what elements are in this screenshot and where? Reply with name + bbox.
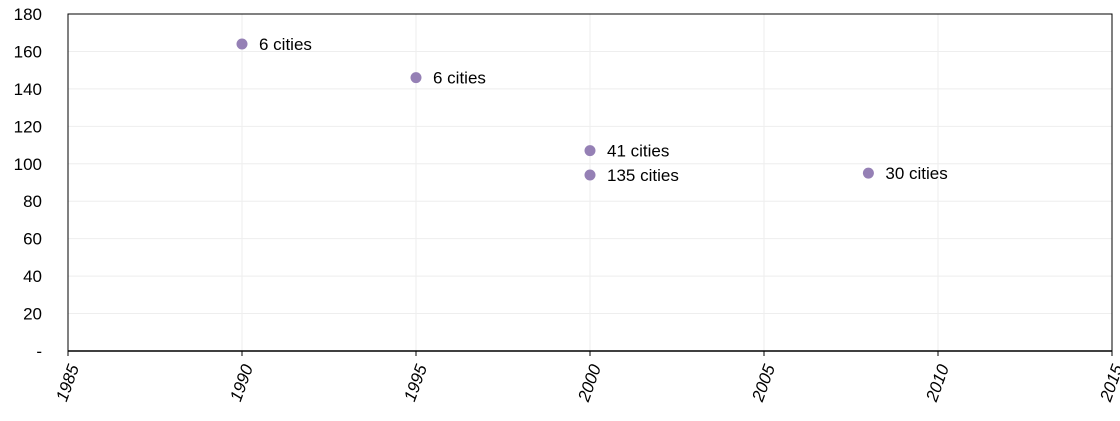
x-tick-label: 1995: [400, 361, 431, 404]
x-tick-label: 2005: [748, 361, 779, 404]
axes: [67, 13, 1113, 356]
x-tick-label: 2000: [574, 361, 605, 404]
y-tick-label: 160: [14, 42, 42, 61]
data-label: 135 cities: [607, 166, 679, 185]
y-tick-label: 40: [23, 267, 42, 286]
y-tick-label: 100: [14, 155, 42, 174]
y-tick-label: 80: [23, 192, 42, 211]
gridlines: [67, 13, 1113, 352]
y-tick-label: 60: [23, 230, 42, 249]
data-label: 41 cities: [607, 142, 669, 161]
x-tick-label: 2010: [922, 361, 953, 404]
data-point: [410, 72, 422, 84]
x-tick-label: 1990: [226, 361, 257, 404]
x-tick-label: 2015: [1096, 361, 1120, 404]
y-tick-label: 140: [14, 80, 42, 99]
data-label: 30 cities: [885, 164, 947, 183]
tick-labels: 1985 1990 1995 2000 2005 2010 2015 - 20 40 60 80 100…: [14, 5, 1120, 405]
y-tick-label: 20: [23, 305, 42, 324]
data-point: [236, 38, 248, 50]
data-point: [584, 169, 596, 181]
y-tick-label: 120: [14, 117, 42, 136]
data-label: 6 cities: [433, 69, 486, 88]
data-points: [236, 38, 874, 181]
data-labels: 6 cities 6 cities 41 cities 135 cities 30 ci…: [259, 35, 948, 185]
y-tick-label: -: [36, 342, 42, 361]
data-point: [862, 167, 874, 179]
data-label: 6 cities: [259, 35, 312, 54]
x-tick-label: 1985: [52, 361, 83, 404]
y-tick-label: 180: [14, 5, 42, 24]
data-point: [584, 145, 596, 157]
